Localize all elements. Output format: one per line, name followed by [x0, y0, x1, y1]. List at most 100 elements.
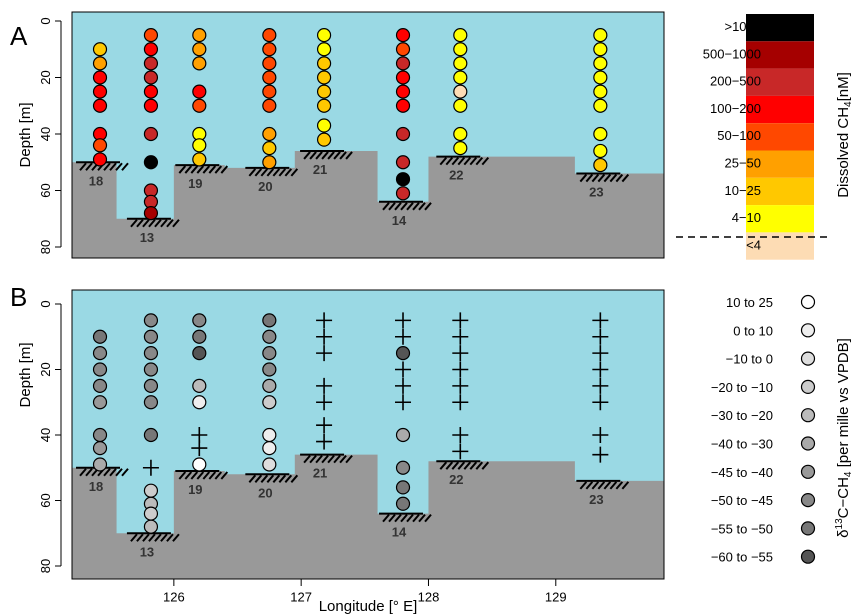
sample-plus-23 — [592, 361, 609, 378]
legend-a-label: 10−25 — [724, 183, 761, 198]
sample-point-21 — [316, 70, 332, 85]
legend-a-label: 100−200 — [710, 101, 761, 116]
sample-point-18 — [92, 56, 108, 71]
hatch-mark — [254, 168, 263, 177]
y-tick-label: 80 — [38, 559, 53, 573]
hatch-mark — [609, 481, 618, 490]
station-label-13: 13 — [140, 230, 154, 245]
sample-point-13 — [143, 362, 159, 377]
hatch-mark — [208, 471, 217, 480]
sample-plus-23 — [592, 312, 609, 329]
legend-b-label: −40 to −30 — [711, 437, 773, 452]
hatch-mark — [333, 454, 341, 464]
panel-b-y-axis: 0 20 40 60 80 — [38, 300, 62, 573]
hatch-mark — [148, 533, 156, 542]
legend-a-swatch — [746, 150, 814, 178]
sample-point-23 — [593, 157, 608, 173]
hatch-mark — [418, 513, 426, 523]
hatch-mark — [406, 202, 414, 211]
hatch-mark — [481, 461, 490, 470]
sample-point-18 — [92, 362, 108, 377]
hatch-mark — [309, 454, 317, 464]
hatch-mark — [400, 202, 408, 211]
sample-point-13 — [143, 395, 159, 410]
x-tick-label: 128 — [418, 590, 440, 605]
sample-plus-22 — [452, 394, 469, 411]
sample-point-14 — [395, 155, 411, 170]
hatch-mark — [603, 481, 612, 490]
panel-b-x-axis: 126 127 128 129 — [163, 578, 567, 605]
legend-a-swatch — [746, 41, 814, 69]
hatch-mark — [457, 461, 466, 470]
sample-point-13 — [143, 206, 159, 221]
sample-point-21 — [316, 118, 332, 133]
hatch-mark — [178, 165, 187, 174]
sample-point-19 — [192, 346, 207, 361]
sample-point-22 — [453, 28, 468, 43]
hatch-mark — [451, 156, 460, 166]
sample-point-22 — [453, 56, 468, 71]
hatch-mark — [160, 219, 168, 228]
hatch-mark — [579, 173, 588, 183]
sample-point-14 — [395, 427, 411, 443]
sample-plus-21 — [316, 328, 333, 345]
sample-point-23 — [593, 56, 608, 71]
hatch-mark — [315, 454, 323, 464]
hatch-mark — [136, 533, 144, 542]
panel-b-hatch-21 — [300, 453, 353, 464]
sample-point-20 — [262, 362, 277, 377]
hatch-mark — [424, 513, 432, 523]
legend-b-label: −60 to −55 — [711, 550, 773, 565]
hatch-mark — [130, 533, 138, 542]
panel-a-hatch-22 — [436, 155, 490, 166]
panel-a-legend: >1000 500−1000 200−500 100−200 50−100 25−50 10… — [676, 14, 828, 260]
sample-point-14 — [395, 70, 411, 85]
sample-point-14 — [395, 42, 411, 57]
hatch-mark — [196, 471, 205, 480]
hatch-mark — [248, 474, 257, 483]
sample-plus-22 — [452, 328, 469, 345]
sample-point-19 — [192, 378, 207, 393]
sample-point-14 — [395, 84, 411, 99]
hatch-mark — [339, 151, 347, 160]
hatch-mark — [254, 474, 263, 483]
sample-point-23 — [593, 98, 608, 113]
hatch-mark — [79, 162, 87, 171]
legend-b-label: 0 to 10 — [733, 323, 773, 338]
panel-b-label: B — [10, 282, 27, 312]
station-label-14: 14 — [392, 213, 407, 228]
sample-point-18 — [92, 346, 108, 361]
x-tick-label: 129 — [545, 590, 567, 605]
sample-plus-23 — [592, 377, 609, 394]
hatch-mark — [103, 468, 111, 477]
sample-point-23 — [593, 70, 608, 85]
hatch-mark — [439, 461, 448, 470]
hatch-mark — [190, 471, 199, 480]
sample-point-14 — [395, 460, 411, 475]
sample-point-21 — [316, 98, 332, 113]
hatch-mark — [214, 165, 223, 174]
y-tick-label: 60 — [38, 183, 53, 197]
legend-b-label: −55 to −50 — [711, 521, 773, 536]
y-tick-label: 20 — [38, 70, 53, 84]
sample-point-14 — [395, 126, 411, 142]
hatch-mark — [388, 202, 396, 211]
sample-point-20 — [262, 378, 277, 393]
sample-point-19 — [192, 42, 207, 57]
hatch-mark — [469, 461, 478, 470]
sample-point-23 — [593, 42, 608, 57]
sample-point-14 — [395, 98, 411, 113]
sample-plus-22 — [452, 443, 469, 460]
sample-point-19 — [192, 56, 207, 71]
sample-plus-22 — [452, 345, 469, 362]
sample-point-13 — [143, 313, 159, 328]
sample-point-18 — [92, 378, 108, 393]
panel-a-hatch-23 — [576, 172, 630, 183]
hatch-mark — [615, 173, 624, 183]
sample-point-13 — [143, 346, 159, 361]
sample-point-20 — [262, 329, 277, 344]
hatch-mark — [457, 156, 466, 166]
legend-b-label: −30 to −20 — [711, 408, 773, 423]
sample-point-14 — [395, 480, 411, 495]
y-tick-label: 40 — [38, 127, 53, 141]
